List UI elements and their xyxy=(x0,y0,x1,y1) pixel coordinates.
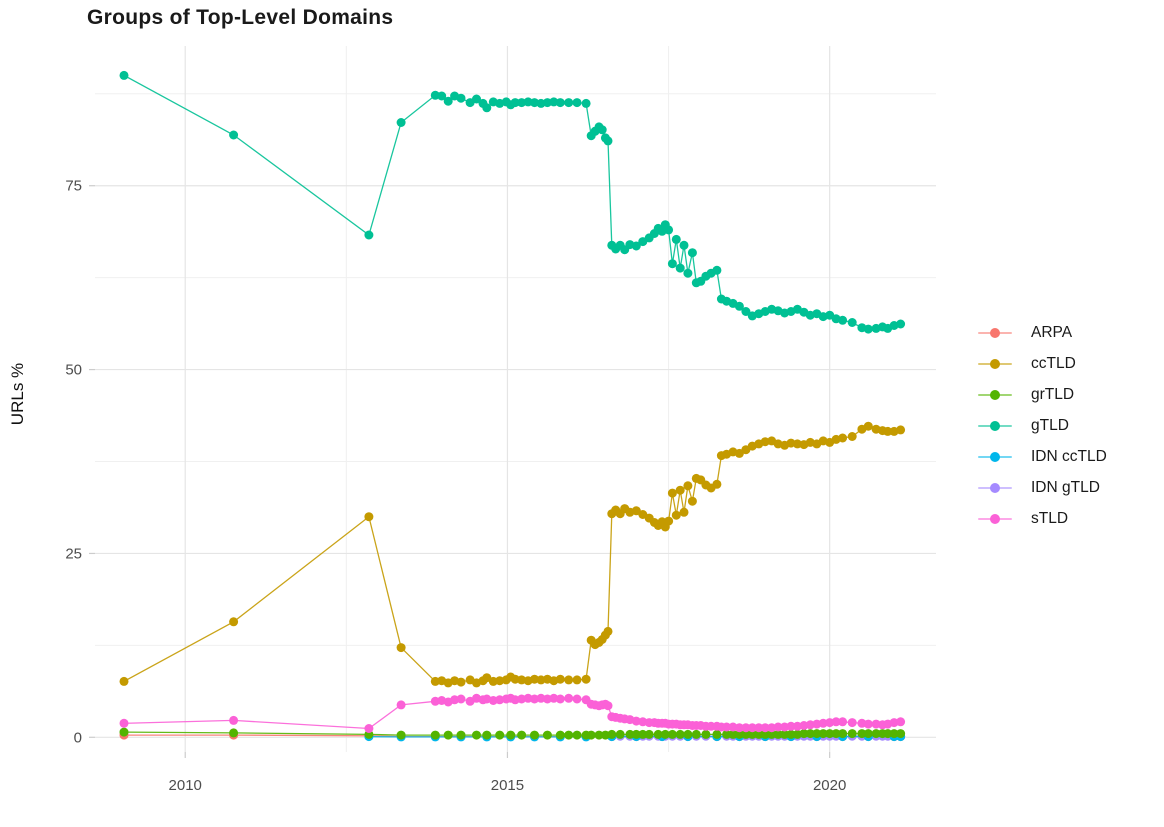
legend: ARPA ccTLD grTLD gTLD IDN ccTLD IDN gTLD… xyxy=(977,322,1107,529)
legend-key-icon xyxy=(977,384,1013,405)
legend-label: ARPA xyxy=(1031,323,1073,341)
legend-item-arpa: ARPA xyxy=(977,322,1107,343)
legend-key-icon xyxy=(977,322,1013,343)
legend-item-stld: sTLD xyxy=(977,508,1107,529)
x-tick-label: 2020 xyxy=(813,777,846,794)
legend-key-icon xyxy=(977,415,1013,436)
legend-label: IDN ccTLD xyxy=(1031,447,1107,465)
legend-key-icon xyxy=(977,508,1013,529)
legend-item-gtld: gTLD xyxy=(977,415,1107,436)
legend-label: gTLD xyxy=(1031,416,1069,434)
legend-key-icon xyxy=(977,477,1013,498)
gridlines xyxy=(95,46,936,752)
legend-key-icon xyxy=(977,446,1013,467)
legend-key-icon xyxy=(977,353,1013,374)
legend-label: IDN gTLD xyxy=(1031,478,1100,496)
y-tick-label: 75 xyxy=(65,178,82,195)
legend-item-idn-cctld: IDN ccTLD xyxy=(977,446,1107,467)
y-tick-label: 0 xyxy=(74,729,82,746)
x-tick-label: 2015 xyxy=(491,777,524,794)
legend-label: grTLD xyxy=(1031,385,1075,403)
series-grtld xyxy=(119,727,906,740)
legend-label: sTLD xyxy=(1031,509,1069,527)
y-tick-label: 25 xyxy=(65,545,82,562)
axes: 0 25 50 75 2010 2015 2020 xyxy=(65,178,846,794)
series-gtld xyxy=(119,70,906,334)
x-tick-label: 2010 xyxy=(169,777,202,794)
y-tick-label: 50 xyxy=(65,362,82,379)
legend-item-grtld: grTLD xyxy=(977,384,1107,405)
chart-title: Groups of Top-Level Domains xyxy=(87,6,394,29)
series-stld xyxy=(119,693,906,733)
legend-label: ccTLD xyxy=(1031,354,1076,372)
series-cctld xyxy=(119,421,906,688)
legend-item-idn-gtld: IDN gTLD xyxy=(977,477,1107,498)
legend-item-cctld: ccTLD xyxy=(977,353,1107,374)
